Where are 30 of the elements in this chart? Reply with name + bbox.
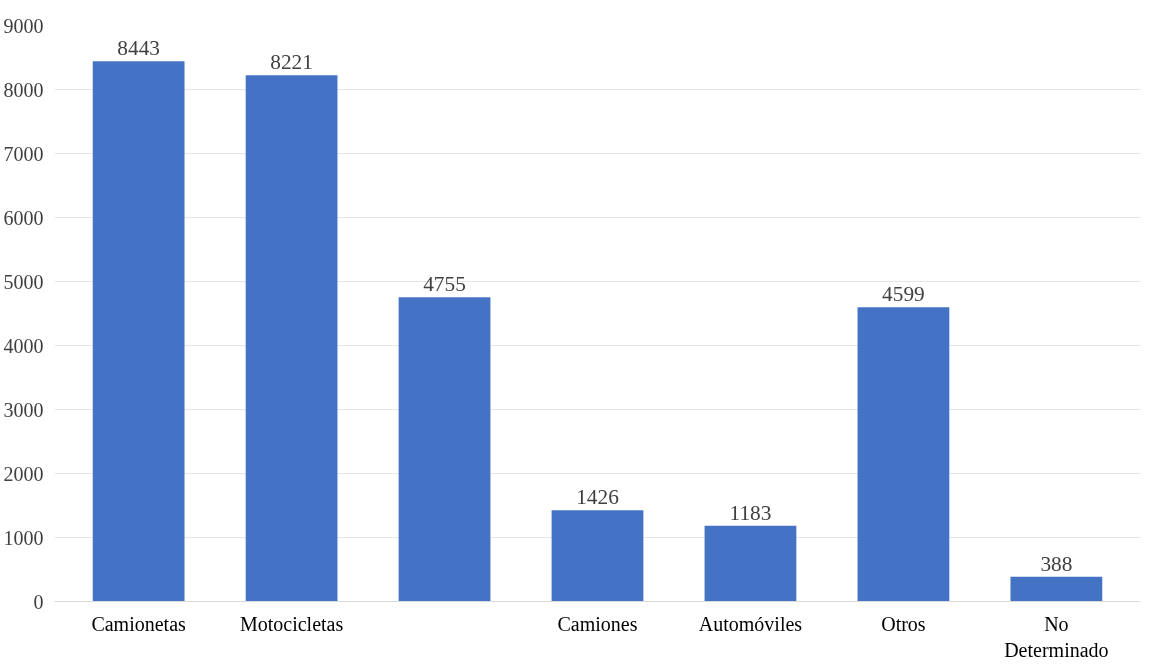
- bar: [398, 297, 491, 602]
- x-tick-label: Automóviles: [698, 612, 803, 635]
- x-tick-label: Motocicletas: [239, 612, 344, 635]
- x-tick-label: Camiones: [557, 612, 638, 635]
- data-label: 8221: [270, 50, 313, 75]
- y-tick-label: 1000: [3, 526, 44, 549]
- y-tick-label: 5000: [3, 270, 44, 293]
- bar: [704, 525, 797, 602]
- bar: [857, 307, 950, 602]
- data-label: 388: [1040, 551, 1073, 576]
- y-tick-label: 0: [33, 590, 44, 613]
- y-tick-label: 8000: [3, 78, 44, 101]
- y-tick-label: 4000: [3, 334, 44, 357]
- data-label: 4755: [423, 272, 466, 297]
- x-tick-label: No Determinado: [1004, 612, 1109, 661]
- x-tick-label: Camionetas: [91, 612, 187, 635]
- y-tick-label: 7000: [3, 142, 44, 165]
- data-label: 1426: [576, 485, 620, 510]
- y-tick-label: 3000: [3, 398, 44, 421]
- y-tick-label: 6000: [3, 206, 44, 229]
- x-tick-label: Otros: [881, 612, 926, 635]
- data-label: 8443: [117, 36, 160, 61]
- bar: [245, 75, 338, 602]
- y-tick-label: 9000: [3, 14, 44, 37]
- data-label: 4599: [882, 282, 925, 307]
- bar: [92, 61, 185, 602]
- bar: [1010, 576, 1103, 602]
- y-tick-label: 2000: [3, 462, 44, 485]
- data-label: 1183: [729, 500, 772, 525]
- bar: [551, 510, 644, 602]
